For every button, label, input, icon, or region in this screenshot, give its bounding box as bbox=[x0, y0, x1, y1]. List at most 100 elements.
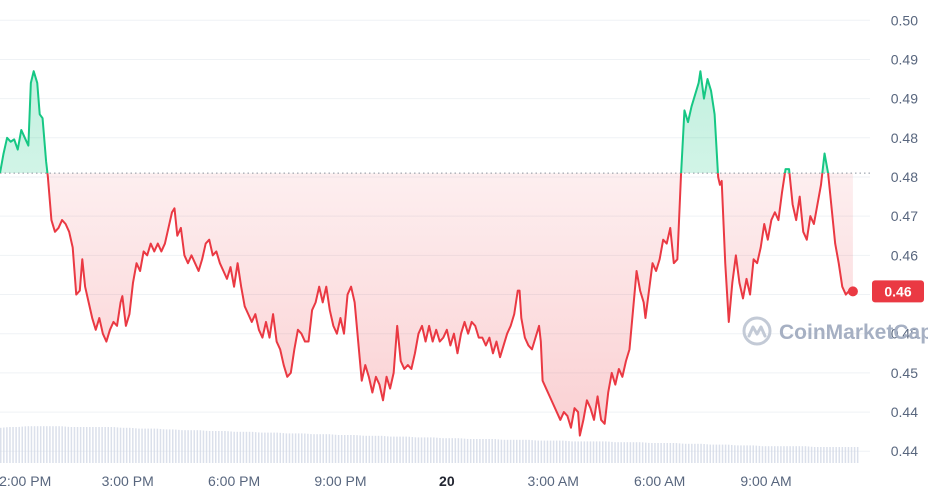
volume-bar bbox=[626, 442, 629, 463]
volume-bar bbox=[165, 429, 168, 463]
volume-bar bbox=[347, 435, 349, 463]
volume-bar bbox=[780, 446, 782, 463]
volume-bar bbox=[30, 426, 33, 463]
volume-bar bbox=[387, 436, 389, 463]
volume-bar bbox=[233, 431, 235, 463]
y-tick-label: 0.45 bbox=[891, 365, 918, 381]
x-tick-label: 6:00 PM bbox=[208, 473, 260, 489]
volume-bar bbox=[463, 438, 466, 463]
volume-bar bbox=[727, 444, 730, 463]
volume-bar bbox=[466, 438, 469, 463]
volume-bar bbox=[119, 427, 122, 463]
y-tick-label: 0.45 bbox=[891, 326, 918, 342]
volume-bar bbox=[491, 439, 493, 463]
volume-bar bbox=[408, 436, 410, 463]
y-tick-label: 0.44 bbox=[891, 443, 918, 459]
volume-bar bbox=[15, 427, 17, 463]
x-tick-label: 20 bbox=[439, 473, 455, 489]
y-tick-label: 0.47 bbox=[891, 208, 918, 224]
volume-bar bbox=[92, 427, 94, 463]
volume-bar bbox=[334, 434, 337, 463]
current-price-badge-bg bbox=[872, 280, 924, 303]
volume-bar bbox=[371, 435, 374, 463]
volume-bar bbox=[798, 446, 801, 463]
volume-bar bbox=[9, 427, 11, 463]
volume-bar bbox=[648, 442, 650, 463]
volume-bar bbox=[595, 441, 598, 463]
volume-bar bbox=[534, 440, 536, 463]
volume-bar bbox=[697, 443, 699, 463]
volume-bar bbox=[638, 442, 641, 463]
volume-bar bbox=[331, 434, 334, 463]
volume-bar bbox=[850, 447, 853, 463]
volume-bar bbox=[743, 445, 745, 463]
volume-bar bbox=[540, 440, 543, 463]
y-tick-label: 0.48 bbox=[891, 130, 918, 146]
current-price-dot bbox=[847, 286, 858, 297]
volume-bar bbox=[110, 427, 113, 463]
volume-bar bbox=[789, 446, 791, 463]
volume-bar bbox=[844, 447, 847, 463]
y-tick-label: 0.44 bbox=[891, 404, 918, 420]
volume-bar bbox=[694, 443, 696, 463]
volume-bar bbox=[282, 433, 285, 463]
volume-bar bbox=[568, 441, 570, 463]
volume-bar bbox=[494, 439, 496, 463]
volume-bar bbox=[783, 446, 785, 463]
volume-bar bbox=[67, 426, 70, 463]
volume-bar bbox=[755, 445, 758, 463]
x-tick-label: 3:00 PM bbox=[102, 473, 154, 489]
volume-bar bbox=[519, 439, 521, 463]
volume-bar bbox=[451, 438, 453, 463]
volume-bar bbox=[608, 441, 610, 463]
volume-bar bbox=[135, 428, 137, 463]
volume-bar bbox=[328, 434, 331, 463]
current-price-label: 0.46 bbox=[884, 283, 911, 299]
volume-bar bbox=[611, 441, 613, 463]
volume-bar bbox=[688, 443, 690, 463]
volume-bar bbox=[270, 432, 272, 463]
volume-bar bbox=[571, 441, 573, 463]
y-tick-label: 0.49 bbox=[891, 51, 918, 67]
volume-bar bbox=[657, 443, 659, 463]
volume-bar bbox=[767, 446, 770, 463]
volume-bar bbox=[777, 446, 779, 463]
volume-bar bbox=[574, 441, 576, 463]
volume-bar bbox=[537, 440, 539, 463]
volume-bar bbox=[718, 444, 721, 463]
volume-bar bbox=[562, 440, 564, 463]
volume-bar bbox=[258, 432, 260, 463]
volume-bar bbox=[531, 440, 533, 463]
volume-bar bbox=[79, 427, 82, 463]
volume-bar bbox=[577, 441, 579, 463]
volume-bar bbox=[752, 445, 754, 463]
volume-bar bbox=[442, 438, 444, 463]
volume-bar bbox=[684, 443, 687, 463]
volume-bar bbox=[310, 434, 312, 463]
volume-bar bbox=[337, 435, 340, 463]
volume-bar bbox=[301, 433, 303, 463]
volume-bar bbox=[635, 442, 638, 463]
volume-bar bbox=[279, 432, 281, 463]
volume-bar bbox=[565, 440, 567, 463]
current-price-badge: 0.46 bbox=[872, 280, 924, 303]
volume-bar bbox=[734, 445, 736, 463]
volume-bar bbox=[737, 445, 739, 463]
volume-bar bbox=[193, 430, 195, 463]
volume-bar bbox=[807, 446, 810, 463]
volume-bar bbox=[181, 430, 183, 463]
coinmarketcap-logo-icon bbox=[742, 316, 772, 346]
volume-bar bbox=[276, 432, 278, 463]
volume-bar bbox=[731, 444, 733, 463]
volume-bar bbox=[58, 426, 60, 463]
volume-bar bbox=[0, 427, 2, 463]
y-tick-label: 0.50 bbox=[891, 12, 918, 28]
volume-bar bbox=[236, 431, 238, 463]
volume-bar bbox=[715, 444, 718, 463]
volume-bar bbox=[362, 435, 364, 463]
volume-bar bbox=[405, 436, 407, 463]
volume-bar bbox=[377, 435, 380, 463]
volume-bar bbox=[700, 443, 702, 463]
volume-bar bbox=[426, 437, 429, 463]
